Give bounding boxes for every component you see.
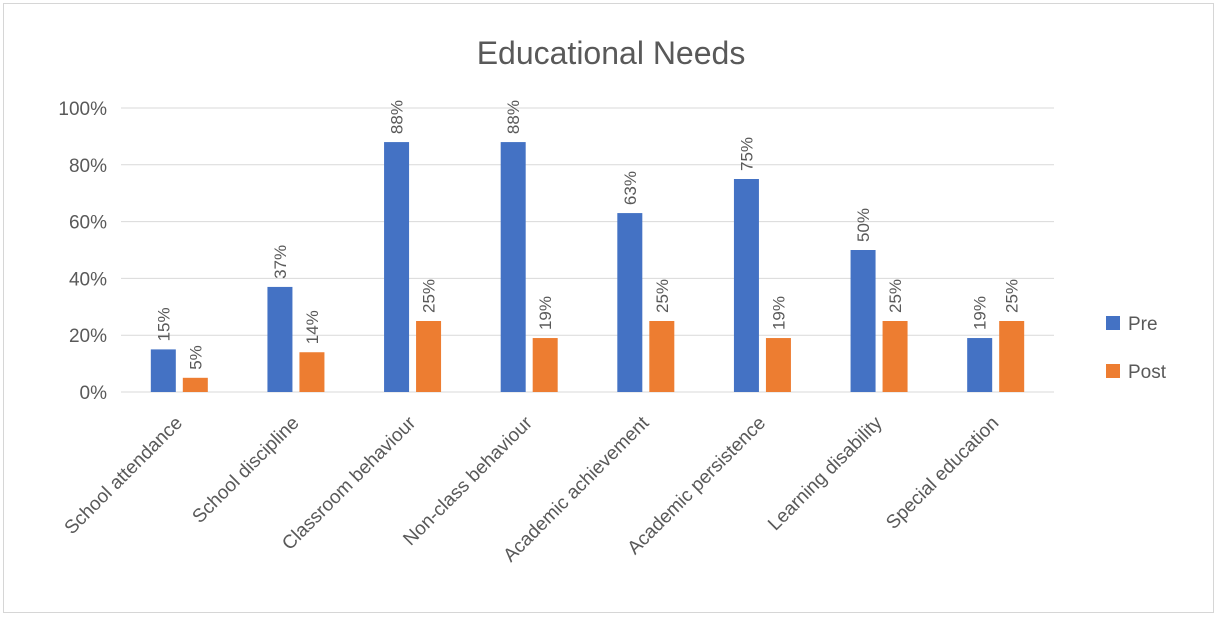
bar-post-4 <box>649 321 675 392</box>
data-label-pre-5: 75% <box>737 137 756 171</box>
bars <box>150 142 1025 392</box>
data-label-pre-0: 15% <box>154 307 173 341</box>
bar-post-1 <box>299 352 325 392</box>
data-label-pre-4: 63% <box>621 171 640 205</box>
bar-pre-7 <box>967 338 993 392</box>
legend-swatch-pre <box>1106 316 1120 330</box>
bar-pre-2 <box>384 142 410 392</box>
data-label-post-4: 25% <box>653 279 672 313</box>
data-label-post-3: 19% <box>536 296 555 330</box>
bar-pre-0 <box>150 349 176 392</box>
bar-pre-1 <box>267 286 293 392</box>
y-tick-label: 80% <box>69 156 107 177</box>
bar-post-6 <box>882 321 908 392</box>
chart-frame: Educational Needs 0% 20% 40% 60% 80% 100% 15%… <box>3 3 1214 613</box>
y-tick-label: 100% <box>58 99 107 120</box>
data-label-post-6: 25% <box>886 279 905 313</box>
bar-post-5 <box>765 338 791 392</box>
bar-pre-5 <box>733 179 759 392</box>
bar-chart: Educational Needs 0% 20% 40% 60% 80% 100% 15%… <box>58 35 1167 566</box>
legend-label-post: Post <box>1128 362 1167 383</box>
data-label-pre-7: 19% <box>971 296 990 330</box>
x-tick-label: School discipline <box>189 413 304 528</box>
data-label-post-5: 19% <box>769 296 788 330</box>
y-tick-label: 20% <box>69 326 107 347</box>
bar-post-7 <box>999 321 1025 392</box>
bar-pre-4 <box>617 213 643 392</box>
x-tick-label: Learning disability <box>764 412 887 535</box>
chart-title: Educational Needs <box>477 35 746 71</box>
data-label-pre-3: 88% <box>504 100 523 134</box>
y-tick-label: 0% <box>80 383 108 404</box>
data-labels: 15% 37% 88% 88% 63% 75% 50% 19% 5% 14% 25% 19% 25% 19… <box>154 100 1021 370</box>
data-label-pre-2: 88% <box>388 100 407 134</box>
y-axis-ticks: 0% 20% 40% 60% 80% 100% <box>58 99 107 404</box>
data-label-post-7: 25% <box>1003 279 1022 313</box>
x-tick-label: School attendance <box>61 413 187 539</box>
data-label-post-1: 14% <box>303 310 322 344</box>
data-label-pre-1: 37% <box>271 245 290 279</box>
bar-post-2 <box>416 321 442 392</box>
legend-label-pre: Pre <box>1128 314 1158 335</box>
legend: Pre Post <box>1106 314 1167 383</box>
bar-post-0 <box>182 377 208 392</box>
data-label-post-0: 5% <box>186 345 205 370</box>
x-tick-label: Special education <box>882 413 1003 534</box>
legend-swatch-post <box>1106 364 1120 378</box>
y-tick-label: 60% <box>69 213 107 234</box>
bar-post-3 <box>532 338 558 392</box>
data-label-pre-6: 50% <box>854 208 873 242</box>
y-tick-label: 40% <box>69 269 107 290</box>
x-tick-label: Classroom behaviour <box>278 412 420 554</box>
data-label-post-2: 25% <box>420 279 439 313</box>
bar-pre-6 <box>850 250 876 392</box>
bar-pre-3 <box>500 142 526 392</box>
gridlines <box>121 107 1054 393</box>
x-axis-ticks: School attendance School disciplineClassr… <box>61 412 1004 566</box>
x-tick-label: Non-class behaviour <box>399 412 537 550</box>
